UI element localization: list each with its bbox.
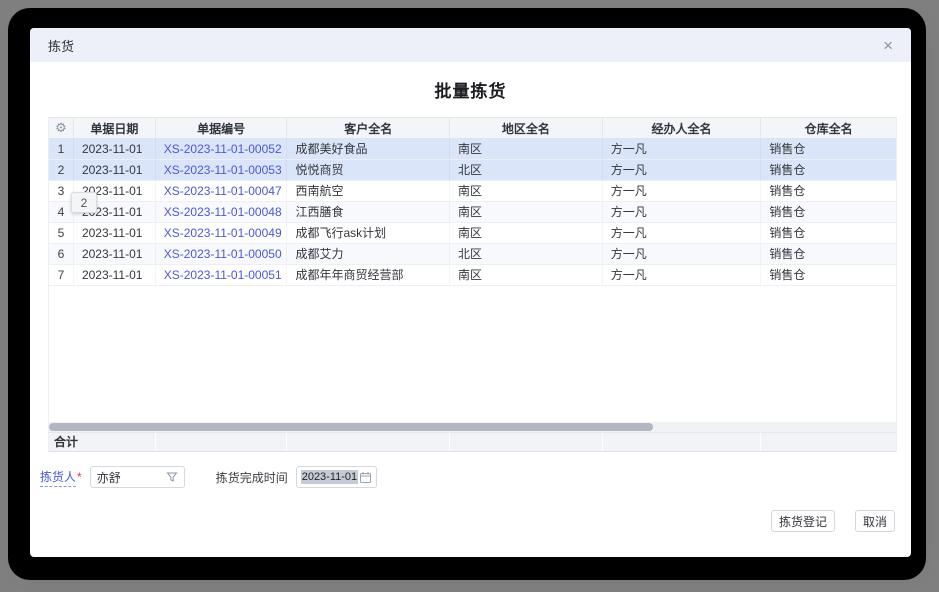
picker-value: 亦舒 <box>96 470 121 485</box>
close-icon[interactable]: × <box>883 35 893 55</box>
cell-doc-link[interactable]: XS-2023-11-01-00048 <box>156 202 288 222</box>
cell-warehouse: 销售仓 <box>769 205 806 219</box>
documents-table: ⚙ 单据日期 单据编号 客户全名 地区全名 经办人全名 仓库全名 1 2023-1… <box>48 117 897 452</box>
cell-handler: 方一凡 <box>603 181 762 201</box>
completion-date-input[interactable]: 2023-11-01 <box>295 466 377 488</box>
cell-handler: 方一凡 <box>603 202 762 222</box>
total-label: 合计 <box>49 433 78 451</box>
cell-region: 南区 <box>450 139 603 159</box>
total-cell <box>761 433 896 451</box>
picker-select[interactable]: 亦舒 <box>89 466 185 488</box>
cell-date: 2023-11-01 <box>74 139 156 159</box>
cell-customer: 成都美好食品 <box>287 139 451 159</box>
column-settings-cell[interactable]: ⚙ <box>49 118 74 138</box>
cell-doc-link[interactable]: XS-2023-11-01-00050 <box>156 244 288 264</box>
cell-handler: 方一凡 <box>603 139 762 159</box>
scrollbar-thumb[interactable] <box>49 423 653 431</box>
picking-register-button[interactable]: 拣货登记 <box>770 510 835 532</box>
cell-warehouse: 销售仓 <box>769 163 806 177</box>
cell-region: 南区 <box>450 202 603 222</box>
cell-date: 2023-11-01 <box>74 181 156 201</box>
cell-date: 2023-11-01 <box>74 244 156 264</box>
table-header-row: ⚙ 单据日期 单据编号 客户全名 地区全名 经办人全名 仓库全名 <box>49 117 896 139</box>
table-empty-area <box>49 286 896 422</box>
dialog-title: 拣货 <box>48 38 75 54</box>
total-cell <box>74 433 156 451</box>
cell-doc-link[interactable]: XS-2023-11-01-00053 <box>156 160 288 180</box>
cell-date: 2023-11-01 <box>74 160 156 180</box>
table-row[interactable]: 5 2023-11-01 XS-2023-11-01-00049 成都飞行ask计划南… <box>49 223 896 244</box>
completion-date-value: 2023-11-01 <box>300 470 359 484</box>
picking-form: 拣货人 * 亦舒 拣货完成时间 2023-11-01 <box>40 466 911 488</box>
cell-doc-link[interactable]: XS-2023-11-01-00052 <box>156 139 288 159</box>
cell-warehouse: 销售仓 <box>769 268 806 282</box>
picker-label[interactable]: 拣货人 <box>40 468 77 487</box>
cell-region: 北区 <box>450 160 603 180</box>
cell-doc-link[interactable]: XS-2023-11-01-00049 <box>156 223 288 243</box>
column-header-doc-no[interactable]: 单据编号 <box>156 118 288 138</box>
column-header-handler[interactable]: 经办人全名 <box>603 118 762 138</box>
filter-funnel-icon[interactable] <box>166 471 178 483</box>
completion-time-label: 拣货完成时间 <box>215 470 288 485</box>
cancel-button[interactable]: 取消 <box>854 510 895 532</box>
cell-date: 2023-11-01 <box>74 223 156 243</box>
table-row[interactable]: 4 2023-11-01 XS-2023-11-01-00048 江西膳食 南区 方一凡销… <box>49 202 896 223</box>
cell-warehouse: 销售仓 <box>769 226 806 240</box>
table-row[interactable]: 6 2023-11-01 XS-2023-11-01-00050 成都艾力 北区 方一凡销… <box>49 244 896 265</box>
dialog-footer: 拣货登记 取消 <box>770 510 895 532</box>
picking-dialog: 拣货 × 批量拣货 ⚙ 单据日期 单据编号 客户全名 地区全名 经办人全名 仓库… <box>30 28 911 557</box>
cell-warehouse: 销售仓 <box>769 247 806 261</box>
table-row[interactable]: 2 2023-11-01 XS-2023-11-01-00053 悦悦商贸 北区 方一凡销… <box>49 160 896 181</box>
cell-handler: 方一凡 <box>603 160 762 180</box>
cell-warehouse: 销售仓 <box>769 142 806 156</box>
column-header-warehouse[interactable]: 仓库全名 <box>804 121 853 136</box>
table-row[interactable]: 7 2023-11-01 XS-2023-11-01-00051 成都年年商贸经营部南… <box>49 265 896 286</box>
cell-region: 南区 <box>450 265 603 285</box>
required-asterisk: * <box>77 470 82 484</box>
table-row[interactable]: 3 2023-11-01 XS-2023-11-01-00047 西南航空 南区 方一凡销… <box>49 181 896 202</box>
row-number: 2 <box>49 160 74 180</box>
cell-region: 南区 <box>450 223 603 243</box>
total-cell <box>450 433 603 451</box>
column-header-date[interactable]: 单据日期 <box>74 118 156 138</box>
cell-doc-link[interactable]: XS-2023-11-01-00051 <box>156 265 288 285</box>
cell-customer: 江西膳食 <box>287 202 451 222</box>
drag-count-badge: 2 <box>71 192 97 213</box>
row-number: 5 <box>49 223 74 243</box>
calendar-icon[interactable] <box>359 471 372 484</box>
row-number: 3 <box>49 181 74 201</box>
cell-customer: 成都艾力 <box>287 244 451 264</box>
cell-region: 北区 <box>450 244 603 264</box>
row-number: 7 <box>49 265 74 285</box>
total-cell <box>156 433 288 451</box>
cell-customer: 悦悦商贸 <box>287 160 451 180</box>
cell-warehouse: 销售仓 <box>769 184 806 198</box>
cell-handler: 方一凡 <box>603 223 762 243</box>
row-number: 6 <box>49 244 74 264</box>
cell-date: 2023-11-01 <box>74 202 156 222</box>
total-cell <box>603 433 762 451</box>
cell-customer: 成都年年商贸经营部 <box>287 265 451 285</box>
page-title: 批量拣货 <box>434 82 507 101</box>
total-cell <box>287 433 451 451</box>
cell-region: 南区 <box>450 181 603 201</box>
cell-customer: 西南航空 <box>287 181 451 201</box>
horizontal-scrollbar[interactable] <box>49 422 896 432</box>
cell-handler: 方一凡 <box>603 265 762 285</box>
column-header-customer[interactable]: 客户全名 <box>287 118 451 138</box>
heading-area: 批量拣货 <box>30 62 911 117</box>
column-header-region[interactable]: 地区全名 <box>450 118 603 138</box>
table-body: 1 2023-11-01 XS-2023-11-01-00052 成都美好食品 南区 方一… <box>49 139 896 286</box>
dialog-titlebar: 拣货 × <box>30 28 911 62</box>
cell-handler: 方一凡 <box>603 244 762 264</box>
cell-doc-link[interactable]: XS-2023-11-01-00047 <box>156 181 288 201</box>
cell-customer: 成都飞行ask计划 <box>287 223 451 243</box>
cell-date: 2023-11-01 <box>74 265 156 285</box>
table-row[interactable]: 1 2023-11-01 XS-2023-11-01-00052 成都美好食品 南区 方一… <box>49 139 896 160</box>
row-number: 1 <box>49 139 74 159</box>
total-row: 合计 <box>49 432 896 452</box>
gear-icon: ⚙ <box>55 120 67 135</box>
